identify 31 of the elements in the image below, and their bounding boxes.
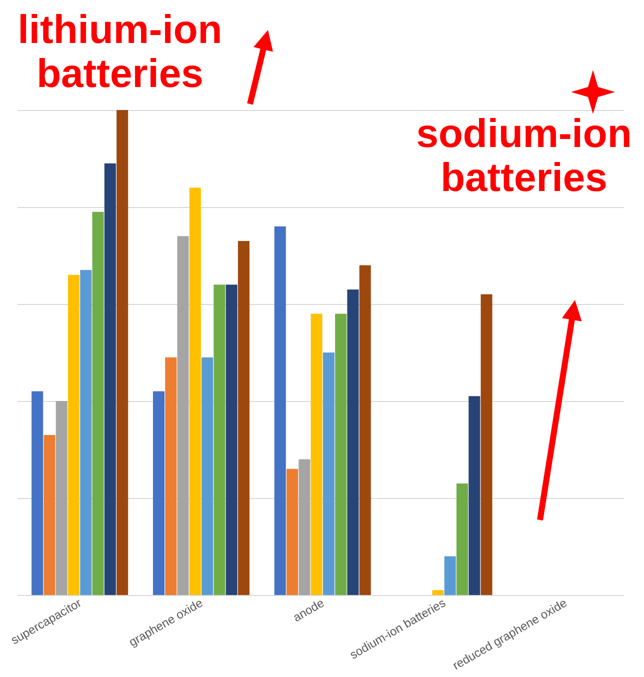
bar: [286, 468, 298, 595]
bar: [116, 110, 128, 595]
bar: [432, 590, 444, 595]
bar: [44, 434, 56, 595]
bar: [347, 289, 359, 595]
bar: [32, 391, 44, 595]
bar: [359, 265, 371, 595]
bar: [238, 240, 250, 595]
bar: [298, 459, 310, 595]
bar: [274, 226, 286, 595]
bar: [335, 314, 347, 595]
text: lithium-ion batteries: [16, 8, 224, 96]
bar: [165, 357, 177, 595]
bar: [444, 556, 456, 595]
bar: [310, 314, 322, 595]
bar: [152, 391, 164, 595]
bar: [56, 401, 68, 595]
annotation: sodium-ion batteries: [415, 112, 633, 200]
bar: [226, 284, 238, 595]
bar: [480, 294, 492, 595]
bar: [214, 284, 226, 595]
bar: [104, 163, 116, 595]
bar: [322, 352, 334, 595]
bar: [68, 274, 80, 595]
bar: [189, 188, 201, 595]
bar: [92, 212, 104, 595]
bar: [80, 270, 92, 595]
bar: [177, 236, 189, 595]
bar: [202, 357, 214, 595]
bar: [468, 396, 480, 595]
bar: [456, 483, 468, 595]
